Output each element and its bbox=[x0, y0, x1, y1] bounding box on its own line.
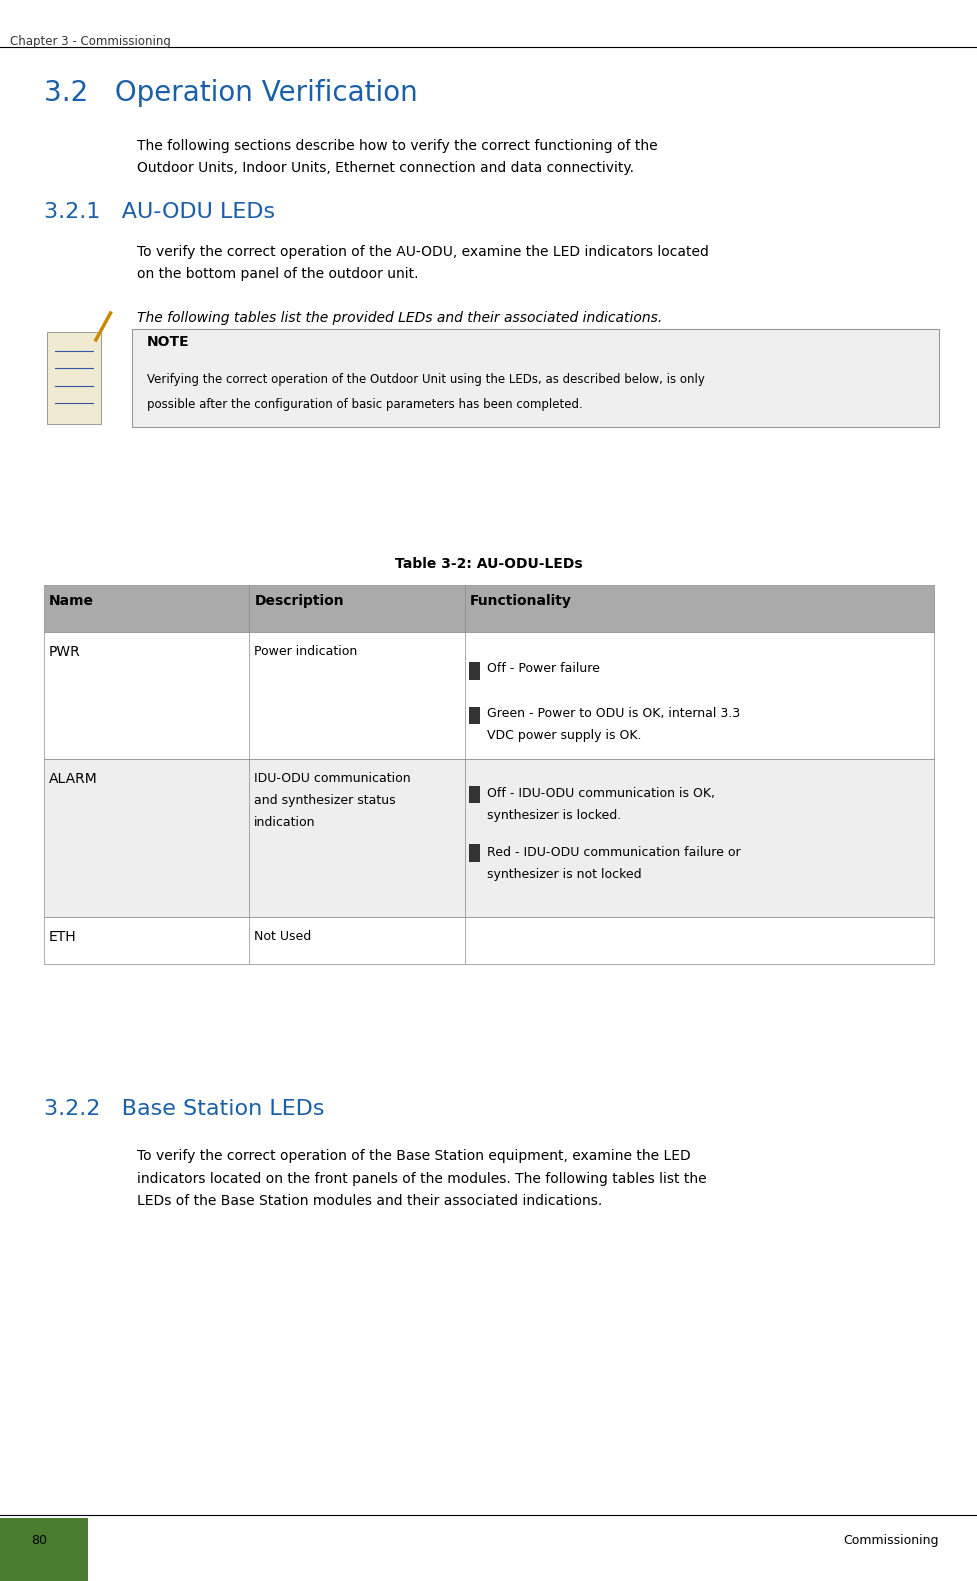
Text: on the bottom panel of the outdoor unit.: on the bottom panel of the outdoor unit. bbox=[137, 267, 418, 281]
Text: Commissioning: Commissioning bbox=[842, 1534, 938, 1546]
Text: indication: indication bbox=[254, 816, 316, 828]
Bar bbox=[469, 707, 480, 724]
Text: Off - IDU-ODU communication is OK,: Off - IDU-ODU communication is OK, bbox=[487, 787, 714, 800]
Bar bbox=[44, 585, 933, 632]
Text: The following sections describe how to verify the correct functioning of the: The following sections describe how to v… bbox=[137, 139, 657, 153]
Text: IDU-ODU communication: IDU-ODU communication bbox=[254, 772, 410, 784]
Text: indicators located on the front panels of the modules. The following tables list: indicators located on the front panels o… bbox=[137, 1172, 705, 1186]
Bar bbox=[469, 786, 480, 803]
Text: 80: 80 bbox=[31, 1534, 47, 1546]
Bar bbox=[132, 329, 938, 364]
Text: ETH: ETH bbox=[49, 930, 76, 944]
Text: Verifying the correct operation of the Outdoor Unit using the LEDs, as described: Verifying the correct operation of the O… bbox=[147, 373, 703, 386]
Text: Table 3-2: AU-ODU-LEDs: Table 3-2: AU-ODU-LEDs bbox=[395, 557, 582, 571]
Bar bbox=[469, 844, 480, 862]
Text: Chapter 3 - Commissioning: Chapter 3 - Commissioning bbox=[10, 35, 170, 47]
Text: Name: Name bbox=[49, 594, 94, 609]
Text: Off - Power failure: Off - Power failure bbox=[487, 662, 599, 675]
Bar bbox=[47, 332, 101, 424]
Text: Green - Power to ODU is OK, internal 3.3: Green - Power to ODU is OK, internal 3.3 bbox=[487, 707, 740, 719]
Text: PWR: PWR bbox=[49, 645, 80, 659]
Text: To verify the correct operation of the AU-ODU, examine the LED indicators locate: To verify the correct operation of the A… bbox=[137, 245, 708, 259]
Text: VDC power supply is OK.: VDC power supply is OK. bbox=[487, 729, 641, 741]
Bar bbox=[44, 759, 933, 917]
Text: 3.2   Operation Verification: 3.2 Operation Verification bbox=[44, 79, 417, 108]
Text: To verify the correct operation of the Base Station equipment, examine the LED: To verify the correct operation of the B… bbox=[137, 1149, 690, 1164]
Text: synthesizer is locked.: synthesizer is locked. bbox=[487, 809, 620, 822]
Text: Power indication: Power indication bbox=[254, 645, 358, 658]
Text: Outdoor Units, Indoor Units, Ethernet connection and data connectivity.: Outdoor Units, Indoor Units, Ethernet co… bbox=[137, 161, 633, 175]
Text: and synthesizer status: and synthesizer status bbox=[254, 794, 396, 806]
Text: ALARM: ALARM bbox=[49, 772, 98, 786]
Bar bbox=[469, 662, 480, 680]
Bar bbox=[44, 632, 933, 759]
Text: NOTE: NOTE bbox=[147, 335, 190, 349]
Bar bbox=[0, 1518, 88, 1581]
Text: synthesizer is not locked: synthesizer is not locked bbox=[487, 868, 641, 881]
Text: 3.2.1   AU-ODU LEDs: 3.2.1 AU-ODU LEDs bbox=[44, 202, 275, 223]
Text: LEDs of the Base Station modules and their associated indications.: LEDs of the Base Station modules and the… bbox=[137, 1194, 602, 1208]
Text: Functionality: Functionality bbox=[469, 594, 571, 609]
Text: possible after the configuration of basic parameters has been completed.: possible after the configuration of basi… bbox=[147, 398, 582, 411]
Text: Not Used: Not Used bbox=[254, 930, 312, 942]
Text: Description: Description bbox=[254, 594, 344, 609]
Text: The following tables list the provided LEDs and their associated indications.: The following tables list the provided L… bbox=[137, 311, 661, 326]
Text: 3.2.2   Base Station LEDs: 3.2.2 Base Station LEDs bbox=[44, 1099, 324, 1119]
Bar bbox=[132, 329, 938, 427]
Text: Red - IDU-ODU communication failure or: Red - IDU-ODU communication failure or bbox=[487, 846, 740, 858]
Bar bbox=[44, 917, 933, 964]
